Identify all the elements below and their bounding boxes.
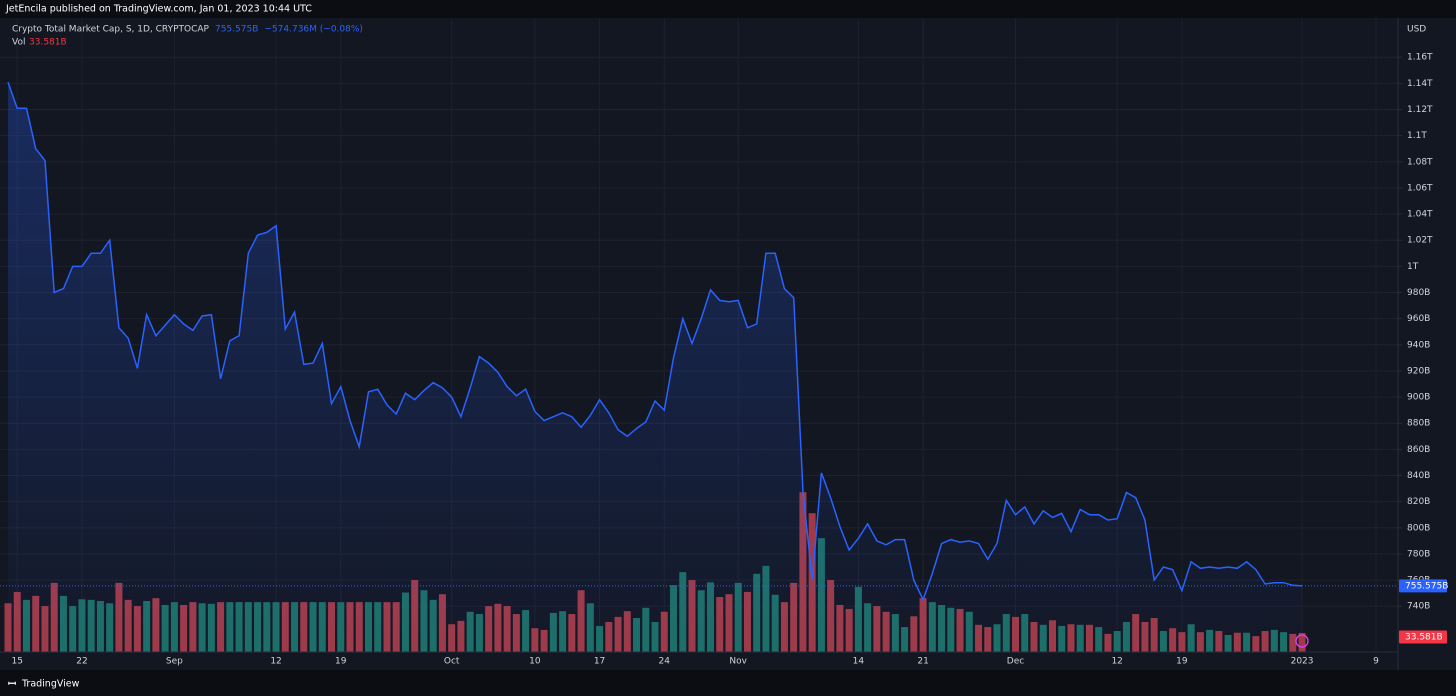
- footer-logo: ꟷ: [8, 679, 16, 690]
- y-tick-label: 840B: [1407, 471, 1430, 481]
- alert-icon[interactable]: [1295, 634, 1309, 648]
- price-line: [7, 81, 1303, 602]
- y-tick-label: 1.12T: [1407, 105, 1433, 115]
- x-tick-label: 21: [917, 657, 928, 667]
- y-tick-label: 1T: [1407, 262, 1419, 272]
- plot-area: [0, 81, 1398, 652]
- y-tick-label: 940B: [1407, 340, 1430, 350]
- legend-vol: Vol: [12, 38, 25, 48]
- last-volume-label: 33.581B: [1405, 633, 1443, 643]
- x-tick-label: 2023: [1291, 657, 1314, 667]
- legend-last: 755.575B: [215, 25, 258, 35]
- axes: 740B760B780B800B820B840B860B880B900B920B…: [12, 53, 1449, 667]
- footer-brand: TradingView: [21, 679, 80, 690]
- y-tick-label: 820B: [1407, 497, 1430, 507]
- x-tick-label: 10: [529, 657, 541, 667]
- y-tick-label: 1.08T: [1407, 157, 1433, 167]
- x-tick-label: Oct: [444, 657, 460, 667]
- footer-bar: [0, 670, 1456, 696]
- y-tick-label: 1.1T: [1407, 131, 1427, 141]
- header-bar: [0, 0, 1456, 18]
- legend-vol-last: 33.581B: [29, 38, 67, 48]
- x-tick-label: 22: [76, 657, 87, 667]
- legend-change: −574.736M (−0.08%): [264, 25, 363, 35]
- y-tick-label: 1.02T: [1407, 236, 1433, 246]
- x-tick-label: 15: [12, 657, 23, 667]
- y-tick-label: 980B: [1407, 288, 1430, 298]
- x-tick-label: Dec: [1007, 657, 1024, 667]
- last-price-label: 755.575B: [1405, 581, 1448, 591]
- x-tick-label: 24: [659, 657, 671, 667]
- y-tick-label: 1.04T: [1407, 210, 1433, 220]
- x-tick-label: 12: [270, 657, 281, 667]
- y-tick-label: 800B: [1407, 523, 1430, 533]
- x-tick-label: 12: [1111, 657, 1122, 667]
- y-tick-label: 960B: [1407, 314, 1430, 324]
- legend-symbol: Crypto Total Market Cap, S, 1D, CRYPTOCA…: [12, 25, 210, 35]
- x-tick-label: Sep: [166, 657, 183, 667]
- y-tick-label: 1.16T: [1407, 53, 1433, 63]
- x-tick-label: 17: [594, 657, 605, 667]
- y-tick-label: 1.06T: [1407, 183, 1433, 193]
- x-tick-label: Nov: [729, 657, 747, 667]
- published-by: JetEncila published on TradingView.com, …: [5, 4, 312, 15]
- x-tick-label: 9: [1373, 657, 1379, 667]
- last-price-badge: [1399, 579, 1447, 593]
- last-volume-badge: [1399, 630, 1447, 644]
- currency: USD: [1407, 25, 1426, 35]
- y-tick-label: 1.14T: [1407, 79, 1433, 89]
- y-tick-label: 920B: [1407, 366, 1430, 376]
- y-tick-label: 880B: [1407, 419, 1430, 429]
- x-tick-label: 19: [335, 657, 347, 667]
- y-tick-label: 740B: [1407, 602, 1430, 612]
- x-tick-label: 14: [853, 657, 865, 667]
- y-tick-label: 860B: [1407, 445, 1430, 455]
- x-tick-label: 19: [1176, 657, 1188, 667]
- price-area: [8, 82, 1303, 652]
- y-tick-label: 900B: [1407, 393, 1430, 403]
- y-tick-label: 780B: [1407, 549, 1430, 559]
